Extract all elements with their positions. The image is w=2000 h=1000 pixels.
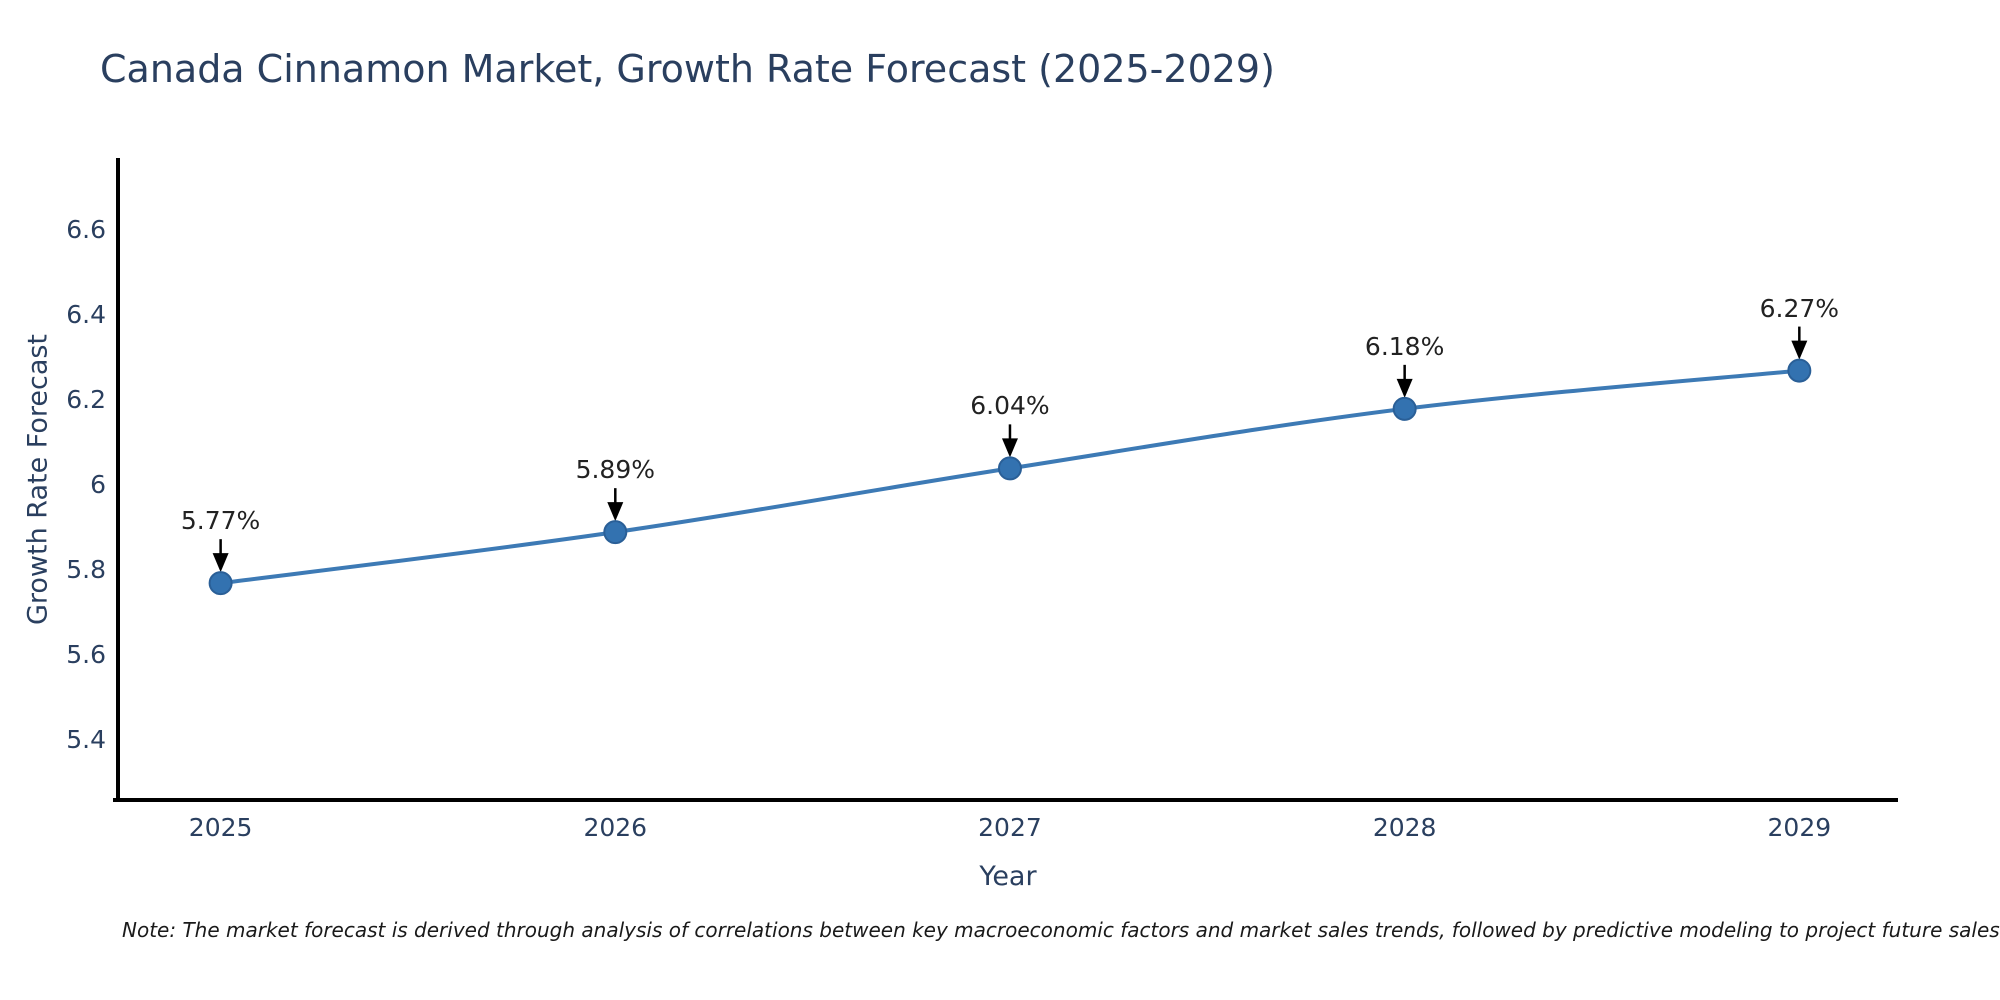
- x-tick-label: 2029: [1767, 813, 1832, 842]
- y-tick-label: 6.2: [66, 385, 106, 415]
- y-tick-label: 6.6: [66, 215, 106, 245]
- data-point-marker: [997, 456, 1022, 481]
- y-tick-label: 5.4: [66, 725, 106, 755]
- point-value-label: 6.04%: [970, 391, 1050, 421]
- x-axis-title: Year: [979, 861, 1037, 892]
- data-point-marker: [208, 571, 233, 596]
- y-tick-label: 5.8: [66, 555, 106, 585]
- data-point-marker: [1392, 396, 1417, 421]
- annotation-arrowhead: [607, 502, 624, 522]
- x-tick-label: 2025: [188, 813, 253, 842]
- annotation-arrowhead: [212, 553, 229, 573]
- y-tick-label: 5.6: [66, 640, 106, 670]
- data-point-marker: [603, 520, 628, 545]
- y-axis-title: Growth Rate Forecast: [22, 333, 54, 626]
- y-tick-label: 6: [90, 470, 106, 500]
- x-tick-label: 2027: [978, 813, 1042, 842]
- y-tick-label: 6.4: [66, 300, 106, 330]
- data-point-marker: [1787, 358, 1812, 383]
- point-value-label: 6.27%: [1759, 293, 1840, 323]
- annotation-arrowhead: [1791, 340, 1808, 360]
- x-tick-label: 2026: [583, 813, 648, 842]
- point-value-label: 5.77%: [180, 506, 261, 536]
- point-value-label: 6.18%: [1364, 331, 1445, 361]
- annotation-arrowhead: [1396, 378, 1413, 398]
- x-tick-label: 2028: [1372, 813, 1437, 842]
- footnote: Note: The market forecast is derived thr…: [122, 918, 2000, 942]
- chart-title: Canada Cinnamon Market, Growth Rate Fore…: [100, 47, 1275, 91]
- annotation-arrowhead: [1001, 438, 1018, 458]
- point-value-label: 5.89%: [575, 455, 655, 485]
